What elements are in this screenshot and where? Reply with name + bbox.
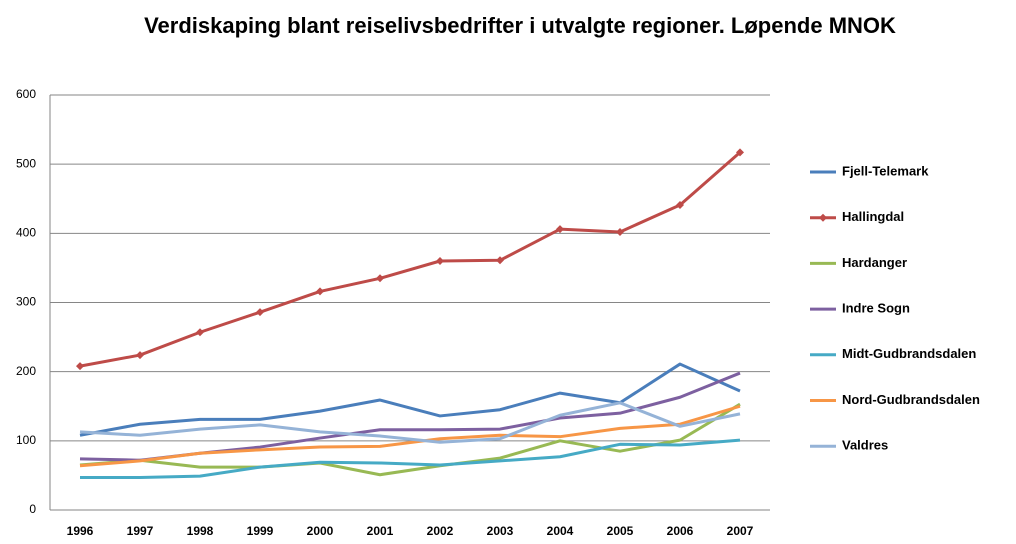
x-tick-label: 2006 xyxy=(667,524,694,538)
x-tick-label: 2000 xyxy=(307,524,334,538)
point-marker xyxy=(736,148,744,157)
y-tick-label: 300 xyxy=(16,295,36,309)
point-marker xyxy=(376,274,384,283)
x-tick-label: 1999 xyxy=(247,524,274,538)
x-tick-label: 1997 xyxy=(127,524,154,538)
point-marker xyxy=(76,362,84,371)
point-marker xyxy=(616,227,624,236)
x-tick-label: 2001 xyxy=(367,524,394,538)
legend-label: Midt-Gudbrandsdalen xyxy=(842,346,976,361)
y-tick-label: 0 xyxy=(29,502,36,516)
point-marker xyxy=(316,287,324,296)
legend-label: Indre Sogn xyxy=(842,301,910,316)
point-marker xyxy=(136,351,144,360)
point-marker xyxy=(496,256,504,265)
x-tick-label: 2004 xyxy=(547,524,574,538)
series-line xyxy=(79,151,741,368)
x-tick-label: 1998 xyxy=(187,524,214,538)
legend-marker xyxy=(819,213,827,222)
legend-label: Fjell-Telemark xyxy=(842,163,929,178)
y-tick-label: 500 xyxy=(16,156,36,170)
series-line xyxy=(79,402,741,477)
y-tick-label: 200 xyxy=(16,364,36,378)
series-line xyxy=(79,362,741,437)
x-tick-label: 1996 xyxy=(67,524,94,538)
series-line xyxy=(79,401,741,444)
legend-label: Valdres xyxy=(842,438,888,453)
x-tick-label: 2005 xyxy=(607,524,634,538)
point-marker xyxy=(196,328,204,337)
series-line xyxy=(80,438,741,479)
x-tick-label: 2002 xyxy=(427,524,454,538)
legend-label: Nord-Gudbrandsdalen xyxy=(842,392,980,407)
series-line xyxy=(79,404,741,468)
point-marker xyxy=(676,200,684,209)
legend-label: Hallingdal xyxy=(842,209,904,224)
point-marker xyxy=(256,308,264,317)
y-tick-label: 600 xyxy=(16,87,36,101)
point-marker xyxy=(436,257,444,265)
x-tick-label: 2003 xyxy=(487,524,514,538)
chart-title: Verdiskaping blant reiselivsbedrifter i … xyxy=(144,13,896,38)
y-tick-label: 400 xyxy=(16,226,36,240)
legend-label: Hardanger xyxy=(842,255,907,270)
y-tick-label: 100 xyxy=(16,433,36,447)
x-tick-label: 2007 xyxy=(727,524,754,538)
point-marker xyxy=(556,225,564,234)
